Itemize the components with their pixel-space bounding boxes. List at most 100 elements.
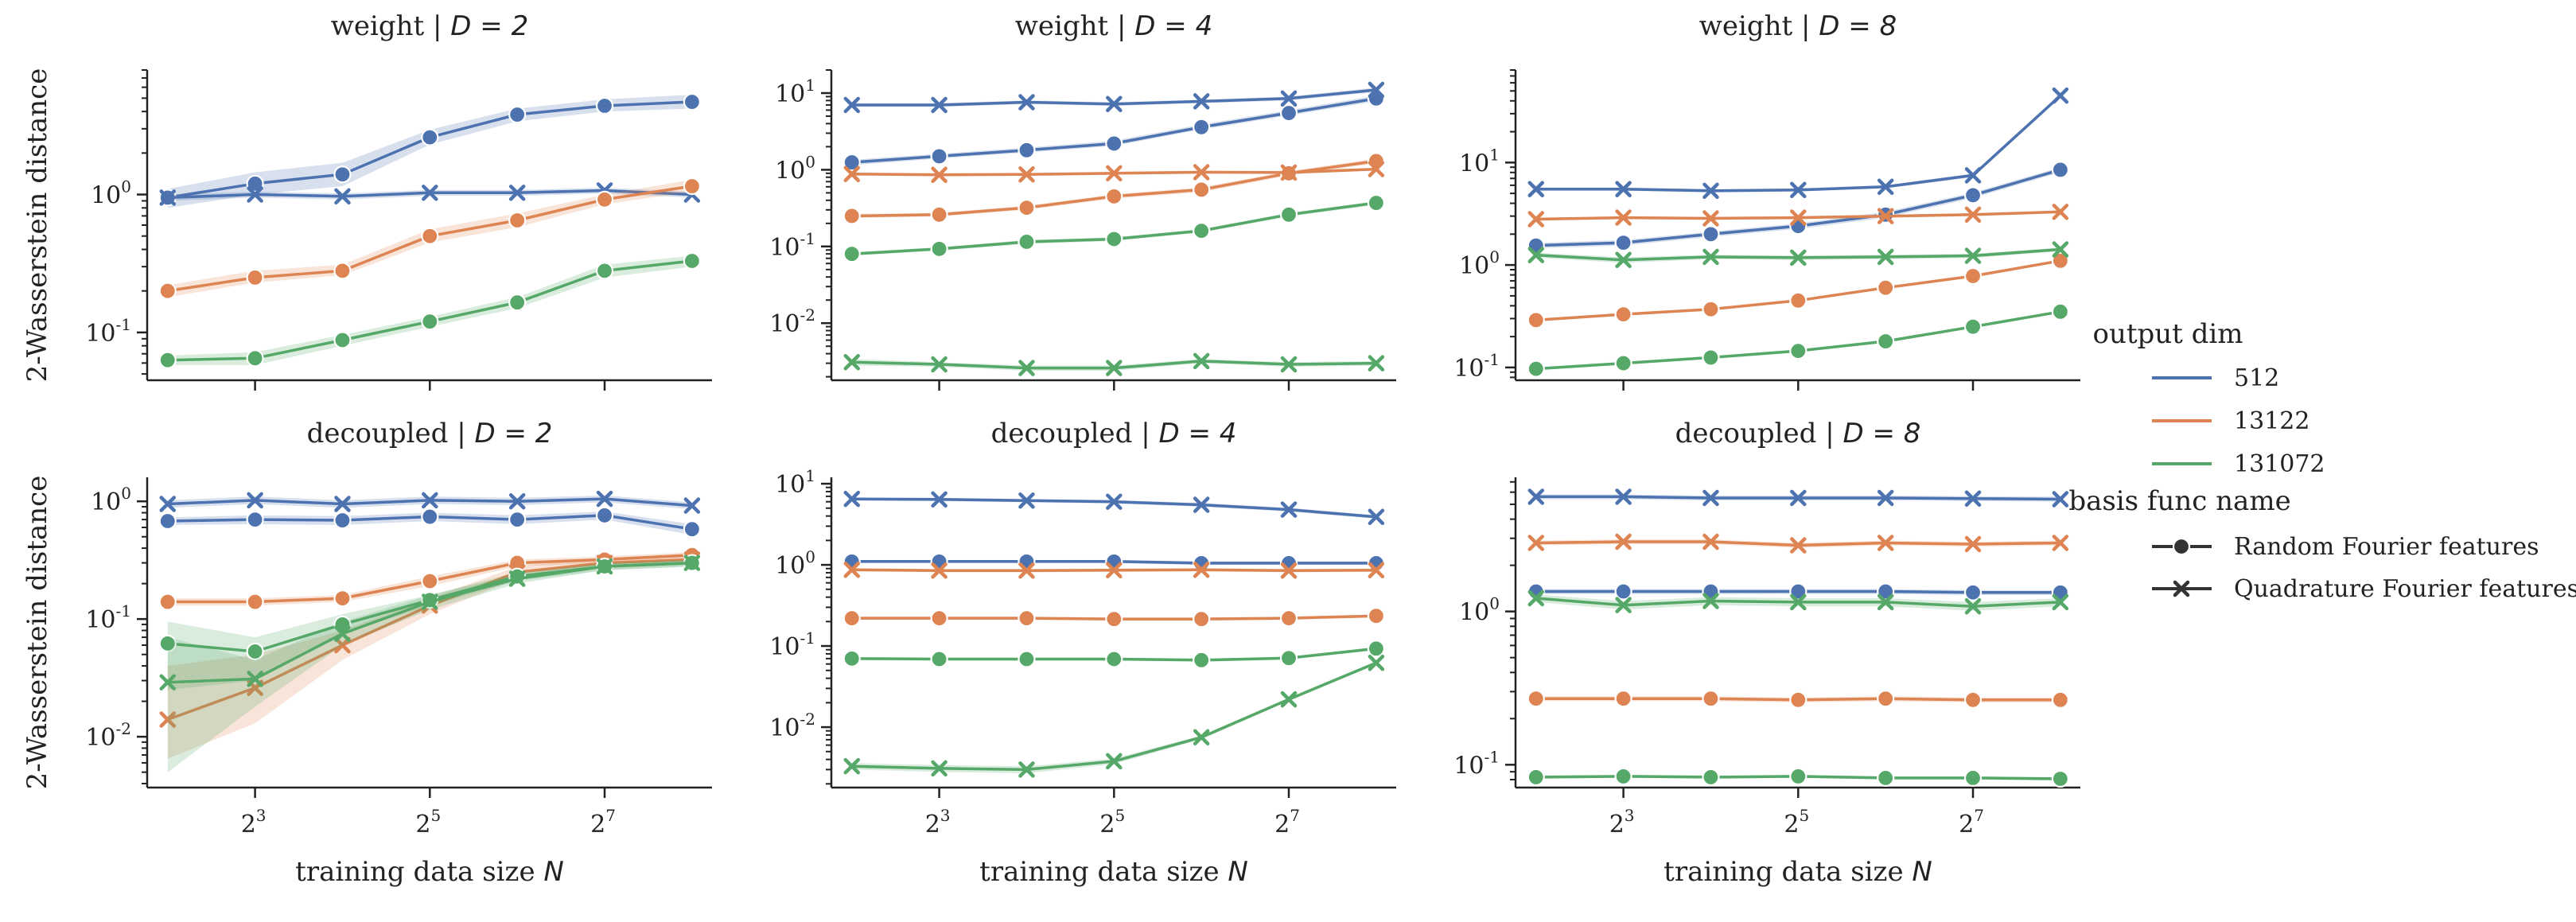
data-point xyxy=(595,262,614,280)
data-point xyxy=(1106,95,1123,113)
series-131072-random xyxy=(158,251,701,369)
x-tick-label: 23 xyxy=(241,806,267,838)
data-point xyxy=(158,634,177,652)
data-point xyxy=(1702,182,1719,200)
series-512-quadrature xyxy=(159,182,701,206)
series-line xyxy=(1535,94,2062,193)
data-point xyxy=(1527,488,1545,505)
data-point xyxy=(1106,360,1123,376)
y-tick-label: 100 xyxy=(91,177,131,210)
data-point xyxy=(1018,492,1035,509)
data-point xyxy=(1789,291,1807,309)
series-13122-random xyxy=(1527,690,2069,709)
data-point xyxy=(595,96,614,115)
x-tick-label: 23 xyxy=(925,806,951,838)
x-tick-label: 25 xyxy=(415,806,441,838)
x-tick-label: 25 xyxy=(1784,806,1809,838)
y-tick-label: 100 xyxy=(775,152,815,185)
series-512-quadrature xyxy=(1527,488,2069,508)
data-point xyxy=(1702,690,1720,708)
data-point xyxy=(422,185,438,201)
data-point xyxy=(2051,251,2069,270)
y-axis-label: 2-Wasserstein distance xyxy=(21,476,53,790)
data-point xyxy=(246,349,264,368)
data-point xyxy=(1789,582,1807,601)
data-point xyxy=(1877,178,1894,196)
data-point xyxy=(1018,609,1036,628)
data-point xyxy=(1368,508,1385,526)
data-point xyxy=(159,711,177,728)
confidence-band xyxy=(1535,310,2060,371)
data-point xyxy=(158,282,177,300)
data-point xyxy=(1877,690,1895,708)
y-tick-label: 100 xyxy=(1459,594,1500,627)
data-point xyxy=(1964,597,1982,615)
confidence-band xyxy=(167,554,692,759)
series-131072-quadrature xyxy=(1527,589,2069,615)
data-point xyxy=(1280,562,1298,579)
confidence-band xyxy=(851,88,1376,107)
data-point xyxy=(246,511,264,529)
data-point xyxy=(683,177,701,196)
data-point xyxy=(931,166,948,183)
confidence-band xyxy=(167,559,692,691)
confidence-band xyxy=(1535,167,2060,249)
legend-item-131072: 131072 xyxy=(2152,450,2325,478)
data-point xyxy=(1105,230,1123,248)
data-point xyxy=(246,174,264,193)
panel-title: weight | D = 4 xyxy=(1015,10,1212,42)
data-point xyxy=(421,227,439,245)
data-point xyxy=(1790,537,1807,554)
data-point xyxy=(843,561,861,578)
data-point xyxy=(930,147,948,165)
x-axis-label: training data size N xyxy=(295,856,564,888)
data-point xyxy=(843,490,861,508)
y-tick-label: 100 xyxy=(1459,247,1500,280)
data-point xyxy=(843,96,861,114)
data-point xyxy=(842,649,861,667)
data-point xyxy=(508,105,527,124)
series-512-quadrature xyxy=(843,490,1385,526)
data-point xyxy=(1614,305,1632,324)
data-point xyxy=(2052,204,2069,220)
legend-label: 131072 xyxy=(2234,450,2325,478)
data-point xyxy=(333,511,352,530)
data-point xyxy=(1527,589,1545,607)
data-point xyxy=(1193,561,1210,578)
data-point xyxy=(1614,767,1632,786)
data-point xyxy=(1279,103,1298,123)
panel-title: weight | D = 2 xyxy=(331,10,528,42)
data-point xyxy=(1877,582,1895,601)
data-point xyxy=(1963,266,1983,286)
x-axis-label: training data size N xyxy=(979,856,1248,888)
data-point xyxy=(2051,161,2069,179)
data-point xyxy=(422,593,438,610)
legend-hue-title: output dim xyxy=(2092,318,2243,350)
panel-1: weight | D = 2 10-1 100 2-Wasserstein dista… xyxy=(21,10,712,391)
data-point xyxy=(595,506,614,524)
data-point xyxy=(1702,225,1720,243)
panel-title: decoupled | D = 4 xyxy=(991,418,1237,449)
series-13122-random xyxy=(158,177,701,300)
x-axis-label: training data size N xyxy=(1664,856,1932,888)
data-point xyxy=(421,572,439,590)
data-point xyxy=(1018,165,1035,183)
x-tick-label: 27 xyxy=(1274,806,1300,838)
y-tick-label: 100 xyxy=(775,547,815,580)
x-tick-label: 23 xyxy=(1609,806,1635,838)
legend-style-title: basis func name xyxy=(2068,485,2290,517)
panel-title: weight | D = 8 xyxy=(1699,10,1897,42)
confidence-band xyxy=(1535,259,2060,322)
data-point xyxy=(1279,205,1298,224)
panel-5: decoupled | D = 4 10-2 10-1 100 101 23 25 27 tra… xyxy=(769,418,1396,888)
data-point xyxy=(1367,640,1385,658)
data-point xyxy=(1527,211,1545,228)
legend: output dim 512 13122 131072 basis func nam… xyxy=(2068,318,2576,603)
data-point xyxy=(1105,610,1123,628)
data-point xyxy=(1702,348,1720,367)
data-point xyxy=(1702,210,1719,227)
data-point xyxy=(247,492,263,509)
data-point xyxy=(1193,222,1211,240)
data-point xyxy=(931,562,948,579)
data-point xyxy=(595,190,614,208)
